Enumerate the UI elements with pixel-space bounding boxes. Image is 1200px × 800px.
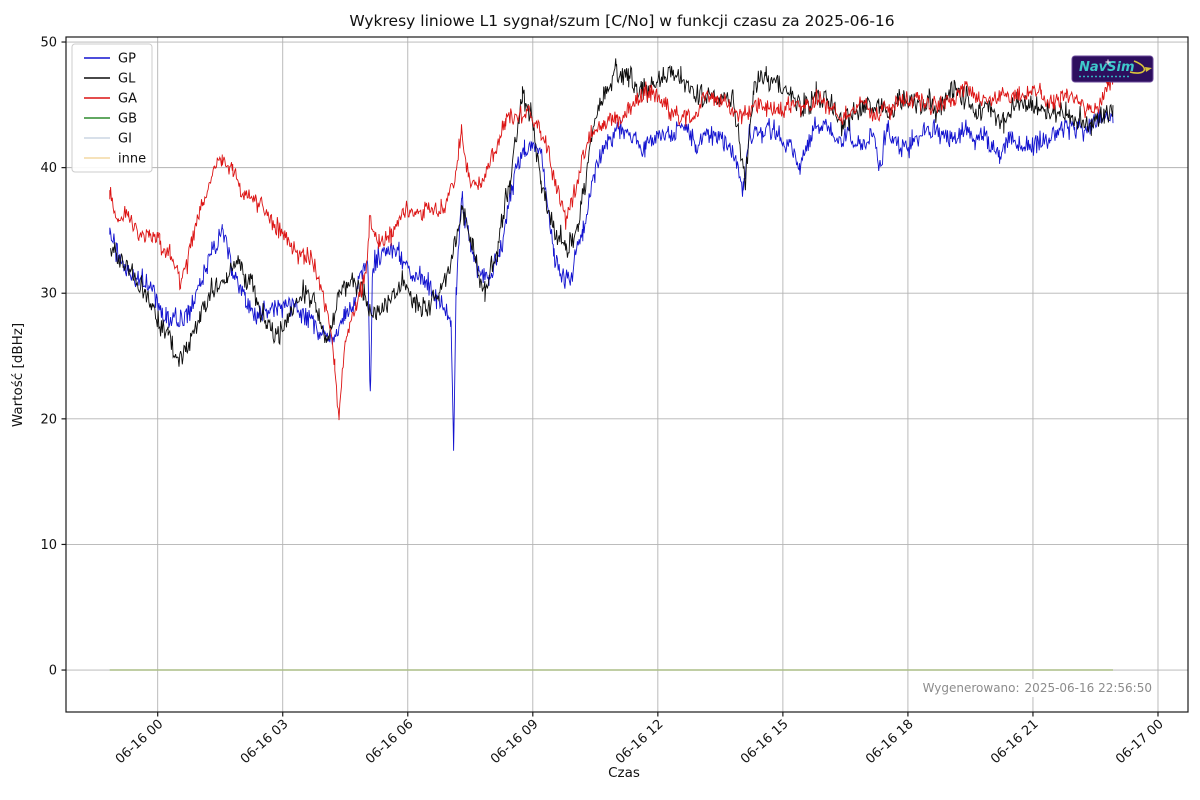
- logo-background: [1071, 55, 1154, 83]
- series-lines: [109, 58, 1114, 671]
- legend: GP GL GA GB GI inne: [71, 43, 153, 173]
- generated-value: 2025-06-16 22:56:50: [1025, 681, 1152, 695]
- series-GL-line: [110, 58, 1114, 367]
- y-tick-label: 30: [40, 287, 57, 302]
- y-axis-ticks: 0 10 20 30 40 50: [40, 36, 66, 679]
- generated-note-text: Wygenerowano: 2025-06-16 22:56:50: [923, 681, 1152, 695]
- generated-note: Wygenerowano: 2025-06-16 22:56:50: [923, 679, 1156, 697]
- y-tick-label: 0: [49, 664, 57, 679]
- legend-label-GI: GI: [118, 132, 132, 147]
- series-GA-line: [109, 73, 1114, 421]
- plot-border: [65, 36, 1189, 713]
- y-tick-label: 10: [40, 538, 57, 553]
- logo-swoosh-icon: [1129, 60, 1146, 74]
- generated-label: Wygenerowano:: [923, 681, 1020, 695]
- grid: [66, 37, 1188, 712]
- y-axis-label: Wartość [dBHz]: [10, 323, 26, 427]
- logo-red-mark-icon: [1106, 82, 1110, 87]
- navsim-logo: NavSim: [1071, 55, 1154, 87]
- x-axis-label: Czas: [608, 765, 640, 781]
- legend-label-GP: GP: [118, 52, 136, 67]
- logo-text: NavSim: [1079, 60, 1135, 75]
- y-tick-label: 20: [40, 412, 57, 427]
- legend-box: [71, 43, 153, 173]
- legend-label-inne: inne: [118, 152, 146, 167]
- plot-background: [66, 37, 1188, 712]
- generated-note-background: [932, 679, 1156, 697]
- legend-label-GL: GL: [118, 72, 136, 87]
- y-tick-label: 40: [40, 161, 57, 176]
- series-GP-line: [109, 108, 1114, 451]
- legend-label-GA: GA: [118, 92, 137, 107]
- chart-title: Wykresy liniowe L1 sygnał/szum [C/No] w …: [349, 12, 894, 30]
- logo-arrow-icon: [1145, 67, 1152, 72]
- y-tick-label: 50: [40, 36, 57, 51]
- legend-label-GB: GB: [118, 112, 137, 127]
